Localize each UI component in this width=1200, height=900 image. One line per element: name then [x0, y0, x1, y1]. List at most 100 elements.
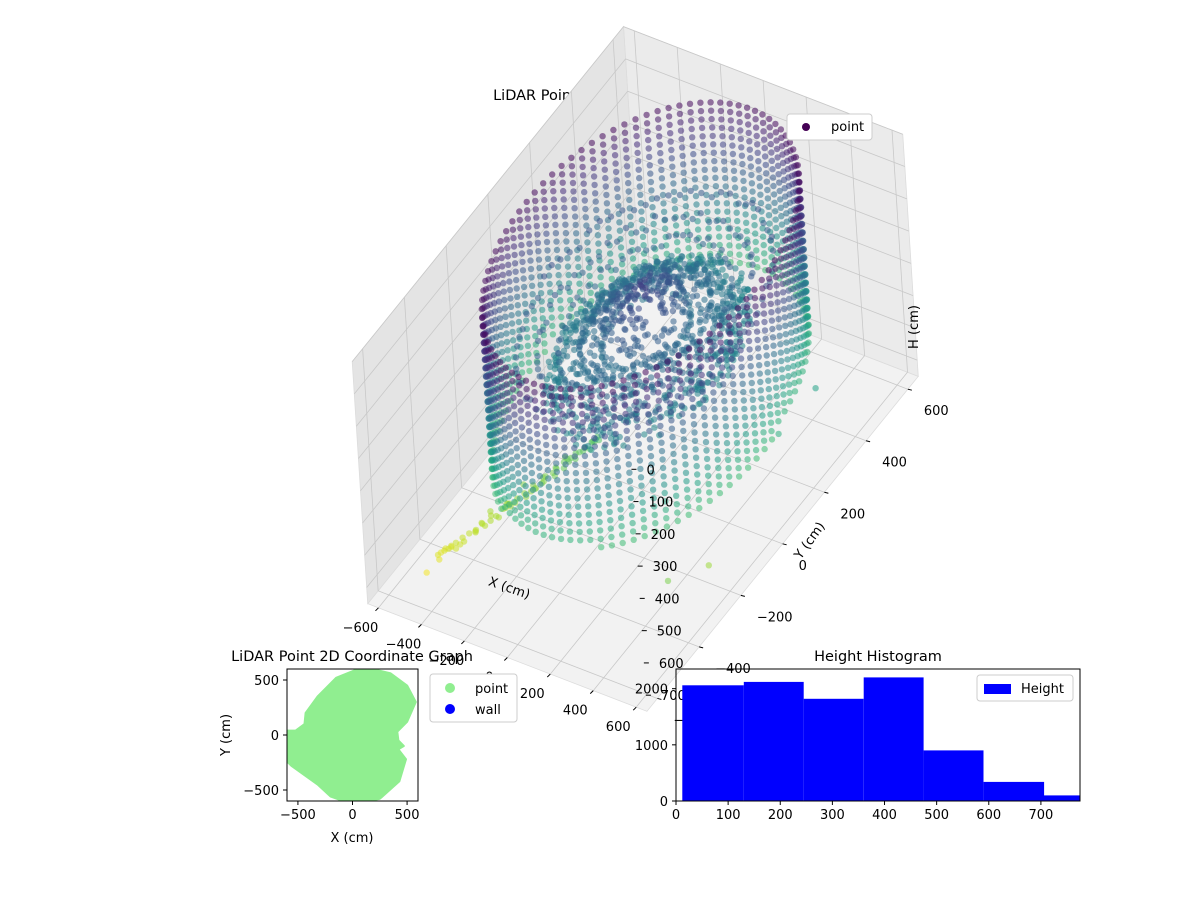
point-3d — [723, 350, 730, 357]
point-3d — [772, 129, 780, 136]
point-3d — [722, 255, 729, 262]
point-3d — [590, 173, 598, 180]
chart-3d: LiDAR Point 3D Coordinate Graph −600−400… — [343, 25, 949, 735]
point-3d — [548, 261, 555, 269]
point-3d — [659, 309, 667, 316]
point-3d — [659, 191, 667, 199]
point-3d — [535, 256, 543, 263]
point-3d — [681, 444, 688, 451]
point-3d — [666, 391, 673, 399]
point-3d — [668, 252, 675, 260]
point-3d — [605, 225, 612, 232]
point-3d — [506, 286, 514, 294]
point-3d — [665, 104, 672, 112]
point-3d — [634, 423, 641, 431]
point-3d — [704, 464, 711, 471]
point-3d — [548, 534, 556, 541]
point-3d — [608, 282, 616, 290]
point-3d — [525, 223, 532, 231]
point-3d — [586, 519, 593, 527]
point-3d — [792, 153, 800, 161]
point-3d — [611, 413, 618, 421]
point-3d — [615, 472, 622, 479]
point-3d — [721, 397, 728, 405]
point-3d — [598, 371, 605, 379]
point-3d — [780, 297, 787, 304]
point-3d — [680, 327, 688, 334]
point-3d — [778, 357, 785, 365]
point-3d — [709, 372, 716, 379]
point-3d — [731, 184, 739, 191]
x-tick-label: −600 — [343, 621, 379, 636]
point-3d — [583, 477, 590, 485]
point-3d — [590, 164, 597, 172]
point-3d — [697, 316, 704, 323]
point-3d — [616, 347, 623, 354]
point-3d — [787, 321, 794, 328]
point-3d — [655, 397, 662, 404]
point-3d — [688, 379, 695, 386]
point-3d — [658, 243, 665, 250]
point-3d — [751, 421, 758, 429]
histogram-bar — [743, 681, 804, 801]
point-3d — [790, 363, 797, 370]
point-3d — [717, 107, 725, 115]
point-3d — [506, 423, 513, 430]
point-3d — [736, 251, 743, 258]
point-3d — [812, 385, 819, 392]
point-3d — [713, 439, 720, 446]
point-3d — [601, 433, 609, 440]
point-3d — [690, 150, 697, 158]
point-3d — [567, 329, 574, 337]
point-3d — [703, 447, 710, 454]
chart-2d-legend-marker-point — [445, 683, 455, 693]
point-3d — [733, 431, 740, 438]
point-3d — [502, 442, 509, 450]
point-3d — [518, 250, 526, 257]
point-3d — [648, 461, 655, 468]
point-3d — [569, 301, 577, 309]
point-3d — [702, 280, 709, 287]
point-3d — [528, 303, 535, 310]
point-3d — [510, 403, 518, 410]
point-3d — [735, 200, 742, 207]
point-3d — [637, 191, 644, 198]
point-3d — [718, 124, 726, 131]
point-3d — [763, 352, 770, 359]
point-3d — [488, 346, 495, 353]
point-3d — [661, 481, 668, 488]
point-3d — [726, 242, 733, 249]
point-3d — [762, 343, 770, 351]
point-3d — [589, 156, 597, 163]
point-3d — [592, 318, 599, 325]
point-3d — [541, 416, 548, 423]
point-3d — [743, 439, 750, 446]
point-3d — [658, 273, 665, 281]
point-3d — [620, 377, 627, 384]
point-3d — [508, 312, 515, 319]
point-3d — [705, 225, 712, 232]
point-3d — [628, 230, 635, 237]
point-3d — [574, 294, 581, 301]
point-3d — [514, 453, 521, 460]
point-3d — [771, 359, 778, 366]
point-3d — [699, 388, 706, 395]
point-3d — [480, 287, 487, 294]
point-3d — [714, 208, 721, 215]
point-3d — [632, 398, 640, 405]
point-3d — [543, 319, 550, 326]
point-3d — [530, 495, 537, 502]
point-3d — [704, 235, 712, 242]
point-3d — [733, 439, 741, 447]
point-3d — [488, 258, 495, 265]
point-3d — [705, 480, 712, 488]
point-3d — [594, 493, 602, 500]
point-3d — [585, 282, 592, 290]
point-3d — [581, 197, 588, 204]
point-3d — [751, 294, 759, 302]
point-3d — [689, 215, 696, 223]
point-3d — [695, 400, 702, 408]
point-3d — [627, 221, 635, 229]
point-3d — [794, 162, 801, 169]
point-3d — [626, 469, 633, 476]
